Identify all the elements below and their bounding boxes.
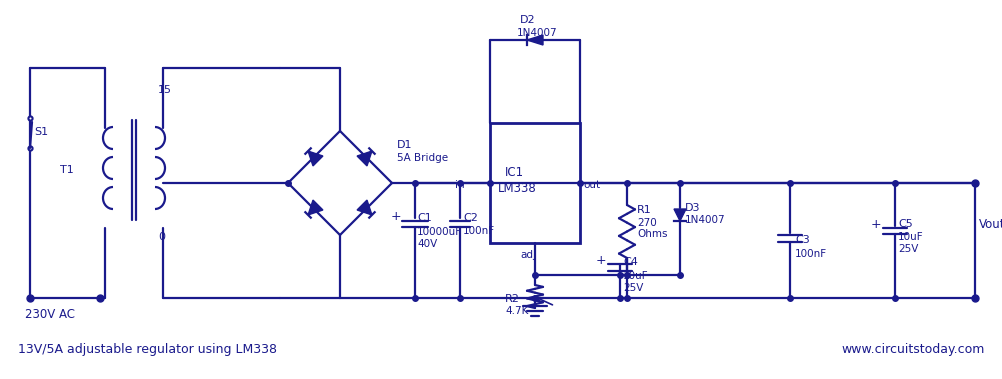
Text: 1N4007: 1N4007 xyxy=(684,215,724,225)
Text: 10uF: 10uF xyxy=(622,271,648,281)
Text: www.circuitstoday.com: www.circuitstoday.com xyxy=(841,343,984,357)
Polygon shape xyxy=(308,151,323,166)
Text: C1: C1 xyxy=(417,213,431,223)
Polygon shape xyxy=(308,200,323,215)
Text: 13V/5A adjustable regulator using LM338: 13V/5A adjustable regulator using LM338 xyxy=(18,343,277,357)
Text: 40V: 40V xyxy=(417,239,437,249)
Text: 270: 270 xyxy=(636,218,656,228)
Text: 10000uF: 10000uF xyxy=(417,227,462,237)
Text: Vout: Vout xyxy=(978,219,1002,232)
Text: C2: C2 xyxy=(463,213,477,223)
Text: 0: 0 xyxy=(158,232,165,242)
Text: R1: R1 xyxy=(636,205,651,215)
Text: T1: T1 xyxy=(60,165,74,175)
Text: 100nF: 100nF xyxy=(463,226,495,236)
Text: 5A Bridge: 5A Bridge xyxy=(397,153,448,163)
Text: LM338: LM338 xyxy=(498,182,536,194)
Text: D2: D2 xyxy=(519,15,535,25)
Text: IC1: IC1 xyxy=(504,166,524,179)
Text: 25V: 25V xyxy=(897,244,918,254)
Text: R2: R2 xyxy=(504,294,519,304)
Text: C4: C4 xyxy=(622,257,637,267)
Text: 15: 15 xyxy=(158,85,171,95)
Text: 100nF: 100nF xyxy=(795,249,827,259)
Polygon shape xyxy=(673,209,685,221)
Text: in: in xyxy=(455,180,465,190)
Text: S1: S1 xyxy=(34,127,48,137)
Text: 10uF: 10uF xyxy=(897,232,923,242)
Bar xyxy=(490,123,579,243)
Text: +: + xyxy=(391,210,401,224)
Text: 1N4007: 1N4007 xyxy=(516,28,557,38)
Text: C5: C5 xyxy=(897,219,912,229)
Text: C3: C3 xyxy=(795,235,809,245)
Text: Ohms: Ohms xyxy=(636,229,667,239)
Polygon shape xyxy=(526,35,542,45)
Polygon shape xyxy=(357,151,372,166)
Text: 230V AC: 230V AC xyxy=(25,309,75,321)
Text: +: + xyxy=(595,255,606,268)
Polygon shape xyxy=(357,200,372,215)
Text: adj: adj xyxy=(519,250,535,260)
Text: 25V: 25V xyxy=(622,283,642,293)
Text: D3: D3 xyxy=(684,203,699,213)
Text: out: out xyxy=(582,180,599,190)
Text: D1: D1 xyxy=(397,140,412,150)
Text: 4.7K: 4.7K xyxy=(504,306,528,316)
Text: +: + xyxy=(870,219,881,232)
